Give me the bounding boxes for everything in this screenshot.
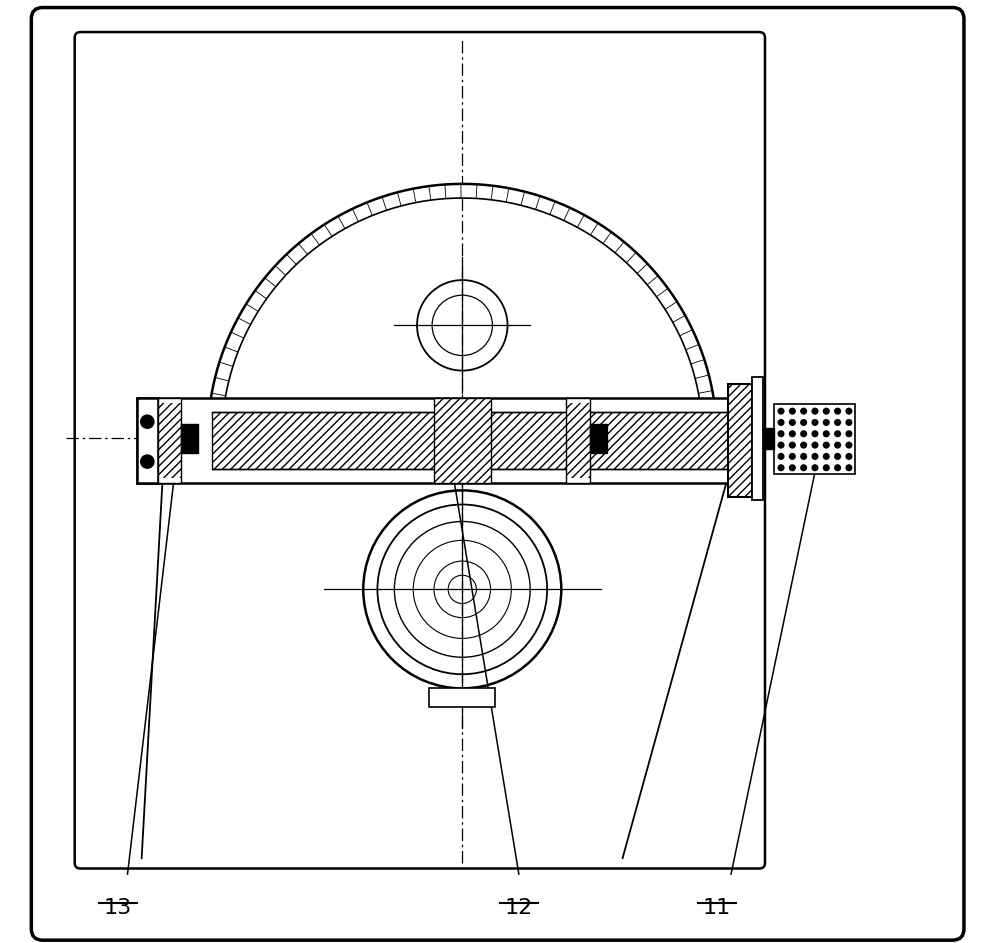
Text: 13: 13 [104, 898, 132, 918]
Circle shape [835, 465, 840, 471]
Circle shape [812, 408, 818, 414]
Circle shape [790, 420, 795, 425]
Circle shape [846, 408, 852, 414]
Circle shape [812, 465, 818, 471]
Text: 11: 11 [703, 898, 731, 918]
Bar [566, 398, 590, 483]
Circle shape [790, 408, 795, 414]
Circle shape [141, 455, 154, 469]
Circle shape [823, 431, 829, 437]
FancyBboxPatch shape [31, 8, 964, 940]
Circle shape [790, 465, 795, 471]
Circle shape [823, 465, 829, 471]
Bar [774, 404, 855, 474]
Bar [434, 398, 491, 483]
Circle shape [801, 431, 806, 437]
Bar [212, 412, 736, 469]
Circle shape [801, 454, 806, 459]
Bar [763, 428, 774, 449]
Polygon shape [208, 184, 717, 438]
Circle shape [835, 420, 840, 425]
Circle shape [812, 454, 818, 459]
Circle shape [812, 420, 818, 425]
Circle shape [790, 454, 795, 459]
Bar [590, 424, 607, 453]
Bar [137, 398, 158, 483]
Bar [728, 384, 752, 497]
Text: 12: 12 [505, 898, 533, 918]
Bar [158, 403, 181, 478]
Circle shape [790, 442, 795, 448]
Bar [434, 398, 491, 483]
Bar [429, 688, 495, 707]
Circle shape [846, 442, 852, 448]
Circle shape [835, 442, 840, 448]
Bar [212, 412, 736, 469]
Bar [158, 398, 181, 483]
Circle shape [846, 465, 852, 471]
Bar [728, 384, 752, 497]
Bar [181, 424, 198, 453]
Circle shape [823, 408, 829, 414]
Circle shape [846, 420, 852, 425]
Circle shape [790, 431, 795, 437]
Circle shape [778, 454, 784, 459]
Circle shape [801, 408, 806, 414]
Circle shape [823, 420, 829, 425]
Circle shape [778, 442, 784, 448]
Circle shape [801, 420, 806, 425]
Circle shape [778, 465, 784, 471]
Bar [752, 377, 763, 500]
Circle shape [812, 431, 818, 437]
Circle shape [778, 408, 784, 414]
FancyBboxPatch shape [75, 32, 765, 869]
Circle shape [823, 442, 829, 448]
Bar [566, 403, 590, 478]
Circle shape [778, 420, 784, 425]
Circle shape [846, 454, 852, 459]
Circle shape [812, 442, 818, 448]
Circle shape [846, 431, 852, 437]
Circle shape [801, 465, 806, 471]
Bar [137, 398, 745, 483]
Circle shape [801, 442, 806, 448]
Circle shape [835, 408, 840, 414]
Circle shape [835, 431, 840, 437]
Circle shape [823, 454, 829, 459]
Circle shape [141, 415, 154, 428]
Circle shape [778, 431, 784, 437]
Circle shape [835, 454, 840, 459]
